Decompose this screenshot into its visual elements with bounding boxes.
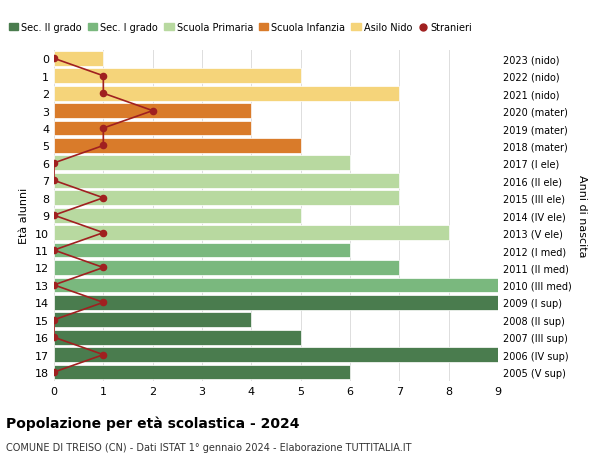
Point <box>49 334 59 341</box>
Bar <box>54 330 301 345</box>
Legend: Sec. II grado, Sec. I grado, Scuola Primaria, Scuola Infanzia, Asilo Nido, Stran: Sec. II grado, Sec. I grado, Scuola Prim… <box>5 19 476 37</box>
Bar <box>54 295 498 310</box>
Bar <box>54 208 301 223</box>
Point <box>98 351 108 358</box>
Point <box>98 125 108 133</box>
Bar <box>54 347 498 362</box>
Point <box>49 247 59 254</box>
Point <box>98 73 108 80</box>
Bar <box>54 365 350 380</box>
Bar <box>54 121 251 136</box>
Text: Popolazione per età scolastica - 2024: Popolazione per età scolastica - 2024 <box>6 415 299 430</box>
Point <box>98 195 108 202</box>
Point <box>98 299 108 306</box>
Bar <box>54 278 498 293</box>
Text: COMUNE DI TREISO (CN) - Dati ISTAT 1° gennaio 2024 - Elaborazione TUTTITALIA.IT: COMUNE DI TREISO (CN) - Dati ISTAT 1° ge… <box>6 442 412 452</box>
Point <box>49 316 59 324</box>
Y-axis label: Anni di nascita: Anni di nascita <box>577 174 587 257</box>
Bar <box>54 191 400 206</box>
Point <box>49 177 59 185</box>
Point <box>148 108 157 115</box>
Bar <box>54 139 301 154</box>
Bar <box>54 174 400 188</box>
Bar <box>54 104 251 119</box>
Point <box>49 160 59 167</box>
Bar <box>54 313 251 327</box>
Bar <box>54 52 103 67</box>
Point <box>49 282 59 289</box>
Bar <box>54 87 400 101</box>
Bar <box>54 243 350 258</box>
Bar <box>54 156 350 171</box>
Point <box>49 369 59 376</box>
Point <box>98 90 108 98</box>
Point <box>49 56 59 63</box>
Point <box>98 230 108 237</box>
Point <box>49 212 59 219</box>
Bar <box>54 69 301 84</box>
Y-axis label: Età alunni: Età alunni <box>19 188 29 244</box>
Bar <box>54 226 449 241</box>
Bar <box>54 261 400 275</box>
Point <box>98 264 108 272</box>
Point <box>98 142 108 150</box>
